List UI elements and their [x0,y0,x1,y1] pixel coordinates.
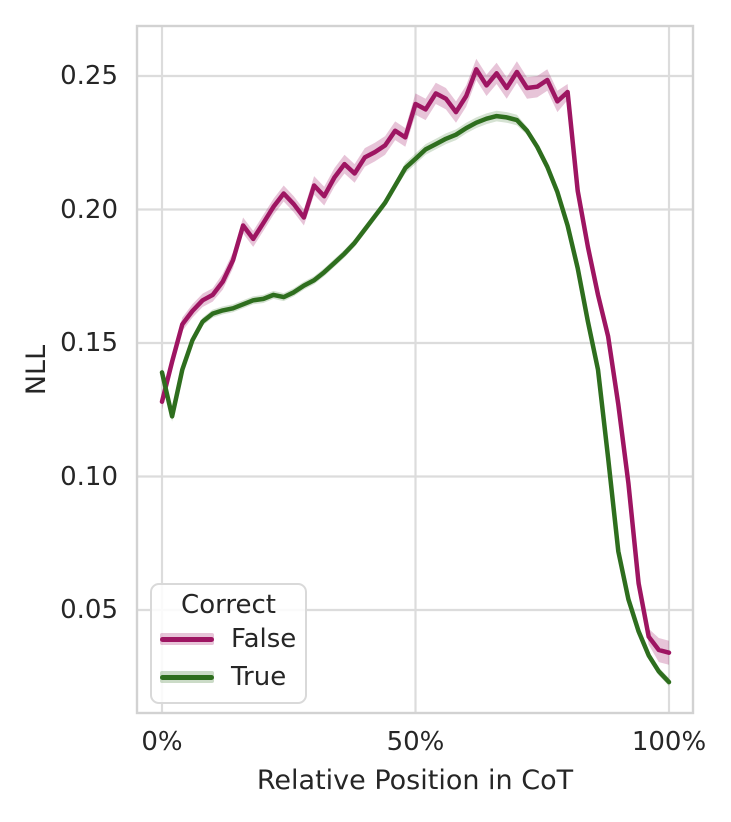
y-tick-label: 0.05 [60,595,118,625]
x-axis-label: Relative Position in CoT [256,765,574,796]
true-line-swatch [160,671,214,683]
legend: Correct False True [150,583,307,704]
legend-title: Correct [181,590,276,620]
series-lines [159,67,672,685]
false-line-swatch [160,633,214,645]
legend-item-true: True [152,658,305,696]
x-tick-label: 0% [141,727,183,757]
y-axis-label: NLL [21,344,52,396]
plot-border [135,24,695,715]
x-tick-label: 100% [631,727,707,757]
y-tick-label: 0.20 [60,194,118,225]
y-tick-label: 0.25 [60,61,118,91]
legend-label-true: True [231,662,287,692]
legend-label-false: False [231,624,297,654]
x-tick-label: 50% [386,727,445,757]
y-tick-label: 0.15 [60,328,118,358]
y-tick-label: 0.10 [60,461,118,492]
legend-item-false: False [152,620,305,658]
